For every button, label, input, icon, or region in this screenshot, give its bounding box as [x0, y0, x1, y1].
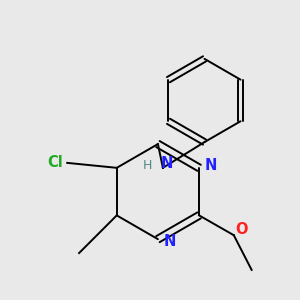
- Text: N: N: [205, 158, 217, 173]
- Text: H: H: [142, 159, 152, 172]
- Text: Cl: Cl: [47, 155, 63, 170]
- Text: O: O: [236, 222, 248, 237]
- Text: N: N: [161, 156, 173, 171]
- Text: N: N: [164, 234, 176, 249]
